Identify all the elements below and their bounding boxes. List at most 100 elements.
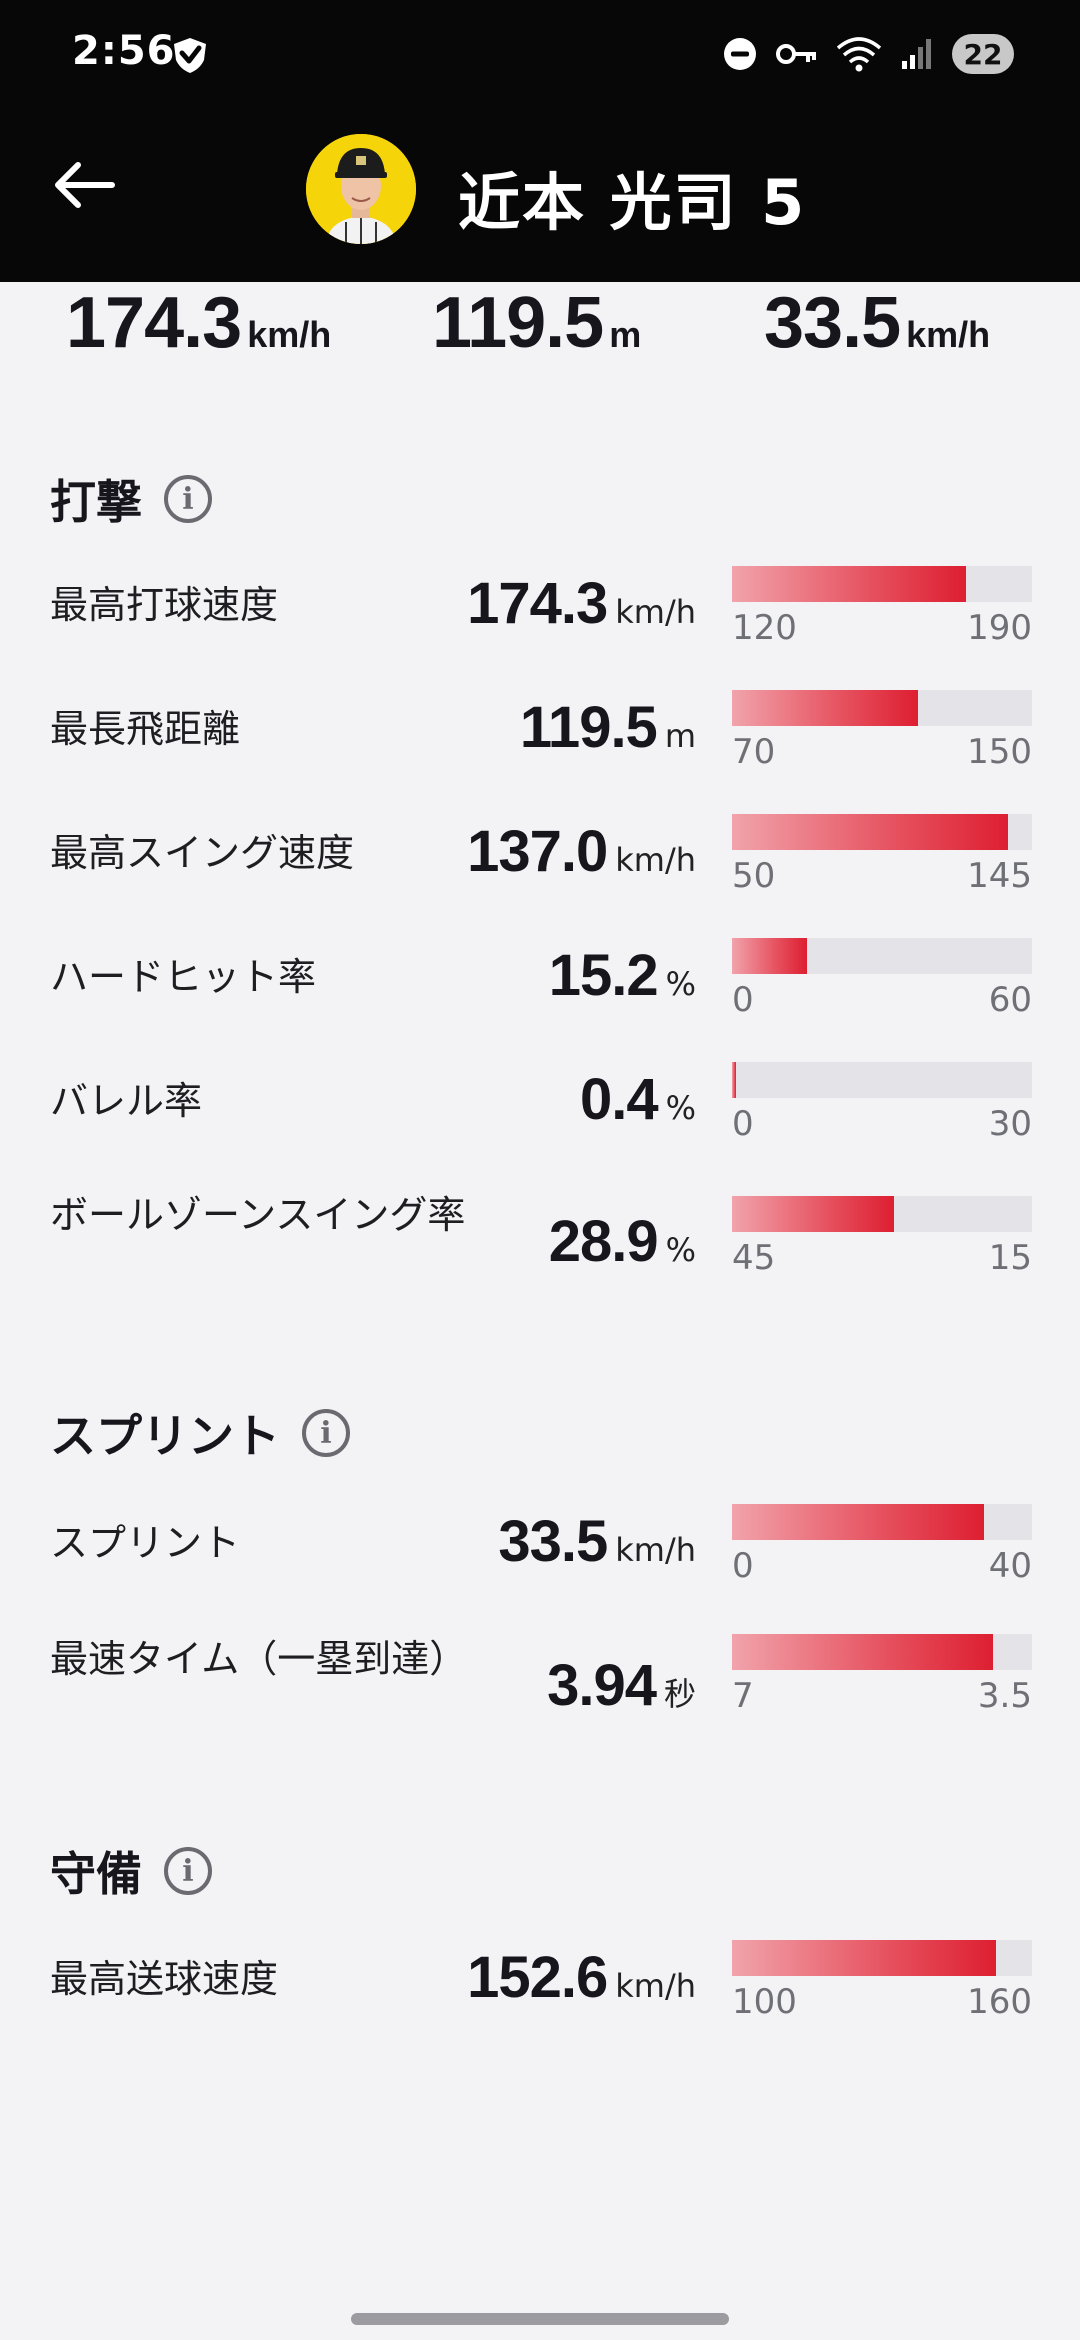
- metric-bar-fill: [732, 690, 918, 726]
- metric-value: 137.0 km/h: [467, 818, 696, 885]
- metric-unit: %: [665, 1089, 696, 1127]
- metric-number: 174.3: [467, 571, 608, 636]
- summary-unit: km/h: [247, 314, 332, 355]
- metric-unit: km/h: [615, 1531, 696, 1569]
- metric-number: 15.2: [548, 943, 659, 1008]
- bar-range-low: 70: [732, 732, 776, 772]
- metric-row: スプリント 33.5 km/h 0 40: [0, 1498, 1080, 1598]
- summary-sprint: 33.5 km/h: [764, 282, 991, 363]
- bar-range-low: 100: [732, 1982, 797, 2022]
- battery-indicator: 22: [952, 34, 1014, 74]
- metric-unit: km/h: [615, 841, 696, 879]
- bar-range-low: 120: [732, 608, 797, 648]
- metric-value: 28.9 %: [549, 1208, 696, 1275]
- metric-number: 0.4: [579, 1067, 659, 1132]
- section-sprint-header: スプリント i: [50, 1400, 350, 1466]
- metric-label: 最高打球速度: [50, 583, 279, 627]
- metric-value: 152.6 km/h: [467, 1944, 696, 2011]
- bar-range-high: 160: [967, 1982, 1032, 2022]
- info-icon[interactable]: i: [302, 1409, 350, 1457]
- bar-range-low: 7: [732, 1676, 754, 1716]
- metric-row: ボールゾーンスイング率 28.9 % 45 15: [0, 1190, 1080, 1310]
- metric-label: 最高スイング速度: [50, 831, 355, 875]
- player-photo: [306, 134, 416, 244]
- metric-bar: [732, 1504, 1032, 1540]
- metric-row: 最長飛距離 119.5 m 70 150: [0, 684, 1080, 784]
- section-title: 守備: [50, 1847, 142, 1901]
- summary-value: 119.5: [432, 283, 604, 363]
- metric-number: 28.9: [548, 1209, 659, 1274]
- metric-row: 最高送球速度 152.6 km/h 100 160: [0, 1934, 1080, 2034]
- bar-range-low: 0: [732, 1104, 754, 1144]
- bar-range-high: 145: [967, 856, 1032, 896]
- metric-unit: km/h: [615, 593, 696, 631]
- section-batting-header: 打撃 i: [50, 466, 212, 532]
- back-arrow-icon[interactable]: [50, 160, 116, 210]
- metric-bar-fill: [732, 1062, 736, 1098]
- summary-value: 174.3: [66, 283, 242, 363]
- bar-range-low: 0: [732, 1546, 754, 1586]
- metric-number: 137.0: [467, 819, 608, 884]
- metric-bar: [732, 690, 1032, 726]
- metric-row: ハードヒット率 15.2 % 0 60: [0, 932, 1080, 1032]
- metric-value: 33.5 km/h: [498, 1508, 696, 1575]
- summary-strip: 174.3 km/h 119.5 m 33.5 km/h: [0, 282, 1080, 363]
- summary-exit-velocity: 174.3 km/h: [66, 282, 332, 363]
- metric-bar-fill: [732, 1634, 993, 1670]
- page-title: 近本 光司 5: [458, 166, 807, 239]
- metric-row: バレル率 0.4 % 0 30: [0, 1056, 1080, 1156]
- player-avatar: [306, 134, 416, 244]
- metric-unit: %: [665, 1231, 696, 1269]
- metric-value: 174.3 km/h: [467, 570, 696, 637]
- do-not-disturb-icon: [724, 38, 756, 70]
- metric-value: 119.5 m: [520, 694, 696, 761]
- metric-row: 最高スイング速度 137.0 km/h 50 145: [0, 808, 1080, 908]
- metric-bar-fill: [732, 1196, 894, 1232]
- metric-bar: [732, 938, 1032, 974]
- summary-unit: km/h: [906, 314, 991, 355]
- section-defense-header: 守備 i: [50, 1838, 212, 1904]
- bar-range-low: 0: [732, 980, 754, 1020]
- info-icon[interactable]: i: [164, 475, 212, 523]
- bar-range-high: 150: [967, 732, 1032, 772]
- bar-range-low: 45: [732, 1238, 776, 1278]
- bar-range-high: 3.5: [977, 1676, 1032, 1716]
- home-indicator[interactable]: [351, 2313, 729, 2325]
- metric-label: ボールゾーンスイング率: [50, 1193, 466, 1237]
- info-icon[interactable]: i: [164, 1847, 212, 1895]
- metric-bar: [732, 566, 1032, 602]
- bar-range-high: 15: [988, 1238, 1032, 1278]
- metric-bar: [732, 1062, 1032, 1098]
- metric-unit: 秒: [663, 1675, 696, 1713]
- metric-label: ハードヒット率: [50, 955, 317, 999]
- bar-range-high: 190: [967, 608, 1032, 648]
- metric-bar: [732, 1196, 1032, 1232]
- metric-bar-fill: [732, 1504, 984, 1540]
- metric-bar-fill: [732, 1940, 996, 1976]
- metric-label: 最長飛距離: [50, 707, 241, 751]
- metric-label: 最速タイム（一塁到達）: [50, 1637, 468, 1681]
- bar-range-high: 30: [988, 1104, 1032, 1144]
- metric-number: 33.5: [498, 1509, 608, 1574]
- metric-bar-fill: [732, 566, 966, 602]
- metric-value: 3.94 秒: [547, 1652, 696, 1719]
- metric-bar: [732, 814, 1032, 850]
- key-icon: [776, 44, 816, 64]
- summary-unit: m: [609, 314, 642, 355]
- bar-range-high: 40: [988, 1546, 1032, 1586]
- metric-value: 0.4 %: [580, 1066, 696, 1133]
- metric-unit: m: [664, 717, 696, 755]
- bar-range-high: 60: [988, 980, 1032, 1020]
- summary-value: 33.5: [764, 283, 901, 363]
- metric-row: 最高打球速度 174.3 km/h 120 190: [0, 560, 1080, 660]
- metric-label: スプリント: [50, 1521, 241, 1565]
- section-title: スプリント: [50, 1409, 280, 1463]
- metric-number: 119.5: [519, 695, 658, 760]
- metric-bar-fill: [732, 814, 1008, 850]
- metric-label: バレル率: [50, 1079, 203, 1123]
- metric-number: 152.6: [467, 1945, 608, 2010]
- metric-unit: %: [665, 965, 696, 1003]
- metric-label: 最高送球速度: [50, 1957, 279, 2001]
- metric-unit: km/h: [615, 1967, 696, 2005]
- status-time: 2:56: [72, 28, 176, 74]
